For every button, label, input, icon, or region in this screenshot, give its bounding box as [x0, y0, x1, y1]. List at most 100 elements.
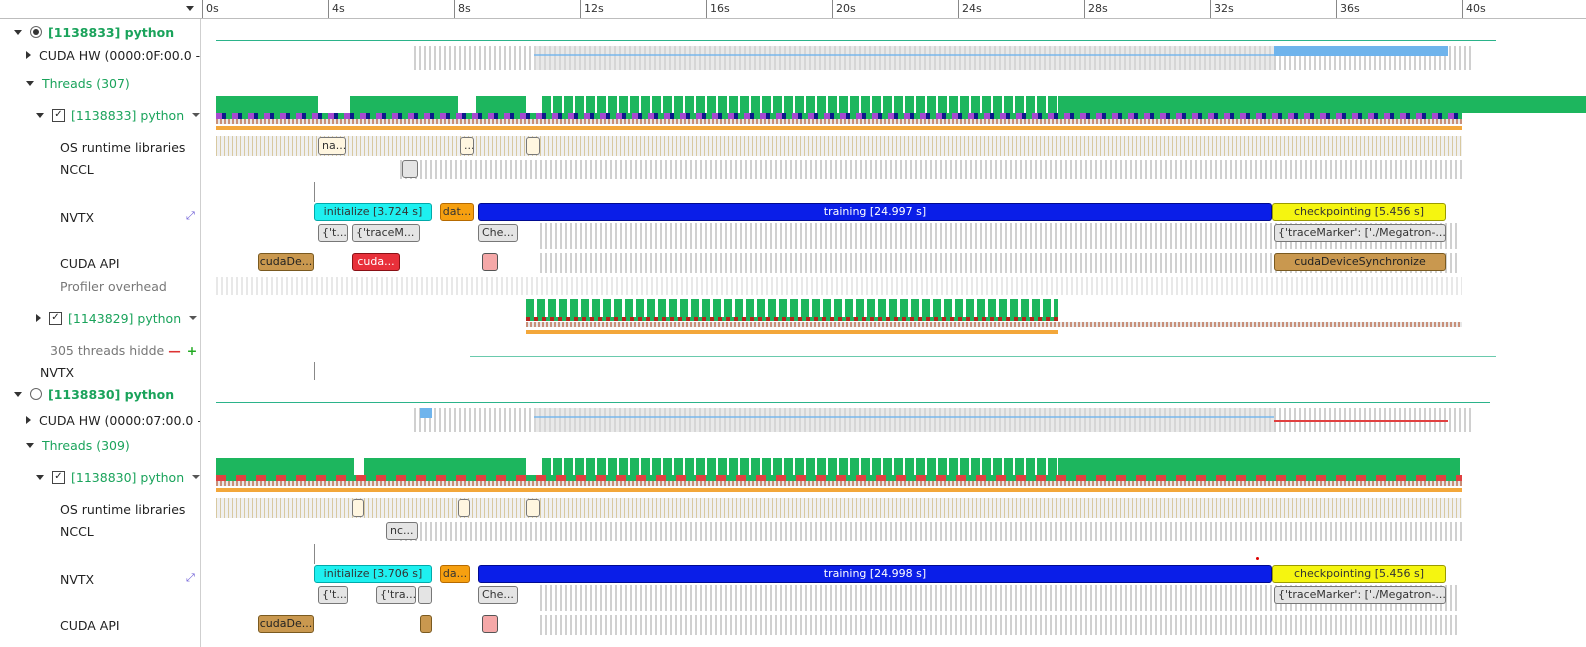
timeline-menu-icon[interactable] — [186, 6, 194, 11]
os-runtime-row[interactable]: OS runtime libraries — [60, 498, 185, 520]
nvtx-marker — [314, 362, 315, 380]
thread-activity — [216, 96, 318, 113]
collapse-icon[interactable] — [36, 112, 44, 118]
expand-icon[interactable] — [26, 51, 31, 59]
nccl-range[interactable] — [402, 160, 418, 178]
nvtx-sub-range[interactable]: {'t... — [318, 224, 348, 242]
nvtx-marker — [314, 544, 315, 564]
expand-rows-icon[interactable]: ⤢ — [186, 209, 195, 222]
expand-icon[interactable] — [36, 314, 41, 322]
thread-state-strip — [526, 317, 1058, 321]
thread-activity — [1058, 96, 1586, 113]
profiler-overhead-row[interactable]: Profiler overhead — [60, 275, 167, 297]
cuda-api-row[interactable]: CUDA API — [60, 614, 120, 636]
profiler-overhead-activity — [216, 277, 1462, 295]
ruler-corner[interactable] — [0, 0, 201, 19]
collapse-icon[interactable] — [14, 391, 22, 397]
nvtx-data-range[interactable]: da... — [440, 565, 470, 583]
cuda-api-sync-range[interactable]: cudaDeviceSynchronize — [1274, 253, 1446, 271]
nvtx-sub-range[interactable]: {'traceMarker': ['./Megatron-... — [1274, 586, 1446, 604]
nccl-activity — [400, 160, 1462, 179]
collapse-icon[interactable] — [26, 442, 34, 448]
thread-menu-icon[interactable] — [192, 475, 200, 479]
cuda-hw-label: CUDA HW (0000:0F:00.0 - / — [39, 47, 201, 63]
cuda-hw-row[interactable]: CUDA HW (0000:0F:00.0 - / — [26, 44, 201, 66]
nvtx-sub-range[interactable]: Che... — [478, 586, 518, 604]
os-runtime-range[interactable]: ... — [460, 137, 474, 155]
cuda-hw-row[interactable]: CUDA HW (0000:07:00.0 - — [26, 409, 201, 431]
cuda-hw-label: CUDA HW (0000:07:00.0 - — [39, 412, 201, 428]
process-radio[interactable] — [30, 26, 42, 38]
os-runtime-range[interactable] — [526, 137, 540, 155]
os-runtime-row[interactable]: OS runtime libraries — [60, 136, 185, 158]
time-ruler[interactable]: 0s 4s 8s 12s 16s 20s 24s 28s 32s 36s 40s — [200, 0, 1586, 19]
process-activity-line — [216, 402, 1490, 403]
thread-api-strip — [216, 126, 1462, 130]
collapse-icon[interactable] — [14, 29, 22, 35]
nvtx-row[interactable]: NVTX — [60, 568, 94, 590]
nvtx-sub-range[interactable] — [418, 586, 432, 604]
thread-checkbox[interactable]: ✓ — [52, 108, 65, 122]
nvtx-sub-range[interactable]: {'traceM... — [352, 224, 420, 242]
nccl-row[interactable]: NCCL — [60, 520, 94, 542]
show-thread-icon[interactable]: + — [186, 342, 198, 358]
expand-rows-icon[interactable]: ⤢ — [186, 571, 195, 584]
thread-row-1143829[interactable]: ✓ [1143829] python — [36, 307, 198, 329]
nvtx-sub-range[interactable]: {'t... — [318, 586, 348, 604]
hide-thread-icon[interactable]: — — [168, 342, 181, 358]
cuda-hw-kernels — [1274, 420, 1448, 422]
cuda-api-range[interactable] — [482, 253, 498, 271]
nvtx-sub-range[interactable]: Che... — [478, 224, 518, 242]
process-row-1138830[interactable]: [1138830] python — [14, 383, 174, 405]
cuda-api-range[interactable] — [420, 615, 432, 633]
nccl-label: NCCL — [60, 161, 94, 177]
threads-row[interactable]: Threads (307) — [26, 72, 130, 94]
cuda-hw-memcpy — [1274, 46, 1448, 56]
hidden-threads-label: 305 threads hidde — [50, 342, 165, 358]
thread-api-strip — [216, 488, 1462, 492]
os-runtime-range[interactable] — [352, 499, 364, 517]
collapse-icon[interactable] — [26, 80, 34, 86]
threads-row[interactable]: Threads (309) — [26, 434, 130, 456]
nccl-row[interactable]: NCCL — [60, 158, 94, 180]
process-nvtx-row[interactable]: NVTX — [40, 361, 74, 383]
ruler-tick: 40s — [1462, 0, 1486, 18]
cuda-api-row[interactable]: CUDA API — [60, 252, 120, 274]
cuda-api-range[interactable]: cuda... — [352, 253, 400, 271]
thread-menu-icon[interactable] — [189, 316, 198, 320]
nvtx-initialize-range[interactable]: initialize [3.724 s] — [314, 203, 432, 221]
os-runtime-range[interactable]: na... — [318, 137, 346, 155]
thread-checkbox[interactable]: ✓ — [52, 470, 65, 484]
profiler-overhead-label: Profiler overhead — [60, 278, 167, 294]
nvtx-checkpointing-range[interactable]: checkpointing [5.456 s] — [1272, 565, 1446, 583]
timeline-canvas[interactable]: na... ... initialize [3.724 s] dat... tr… — [200, 19, 1586, 647]
thread-checkbox[interactable]: ✓ — [49, 311, 62, 325]
nvtx-checkpointing-range[interactable]: checkpointing [5.456 s] — [1272, 203, 1446, 221]
thread-row-1138830[interactable]: ✓ [1138830] python — [36, 466, 200, 488]
ruler-tick: 20s — [832, 0, 856, 18]
cuda-hw-activity — [534, 408, 1274, 432]
nvtx-initialize-range[interactable]: initialize [3.706 s] — [314, 565, 432, 583]
nccl-range[interactable]: nc... — [386, 522, 418, 540]
process-row-1138833[interactable]: [1138833] python — [14, 21, 174, 43]
thread-sampling-strip — [216, 481, 1462, 486]
cuda-api-range[interactable]: cudaDe... — [258, 615, 314, 633]
nvtx-sub-range[interactable]: {'tra... — [376, 586, 416, 604]
process-radio[interactable] — [30, 388, 42, 400]
thread-activity — [476, 96, 526, 113]
nvtx-data-range[interactable]: dat... — [440, 203, 474, 221]
expand-icon[interactable] — [26, 416, 31, 424]
os-runtime-range[interactable] — [526, 499, 540, 517]
nvtx-training-range[interactable]: training [24.997 s] — [478, 203, 1272, 221]
nvtx-row[interactable]: NVTX — [60, 206, 94, 228]
nvtx-training-range[interactable]: training [24.998 s] — [478, 565, 1272, 583]
cuda-api-range[interactable] — [482, 615, 498, 633]
ruler-tick: 4s — [328, 0, 345, 18]
os-runtime-range[interactable] — [458, 499, 470, 517]
thread-menu-icon[interactable] — [192, 113, 200, 117]
cuda-hw-activity — [534, 46, 1274, 70]
collapse-icon[interactable] — [36, 474, 44, 480]
cuda-api-range[interactable]: cudaDe... — [258, 253, 314, 271]
thread-row-1138833[interactable]: ✓ [1138833] python — [36, 104, 200, 126]
nvtx-sub-range[interactable]: {'traceMarker': ['./Megatron-... — [1274, 224, 1446, 242]
